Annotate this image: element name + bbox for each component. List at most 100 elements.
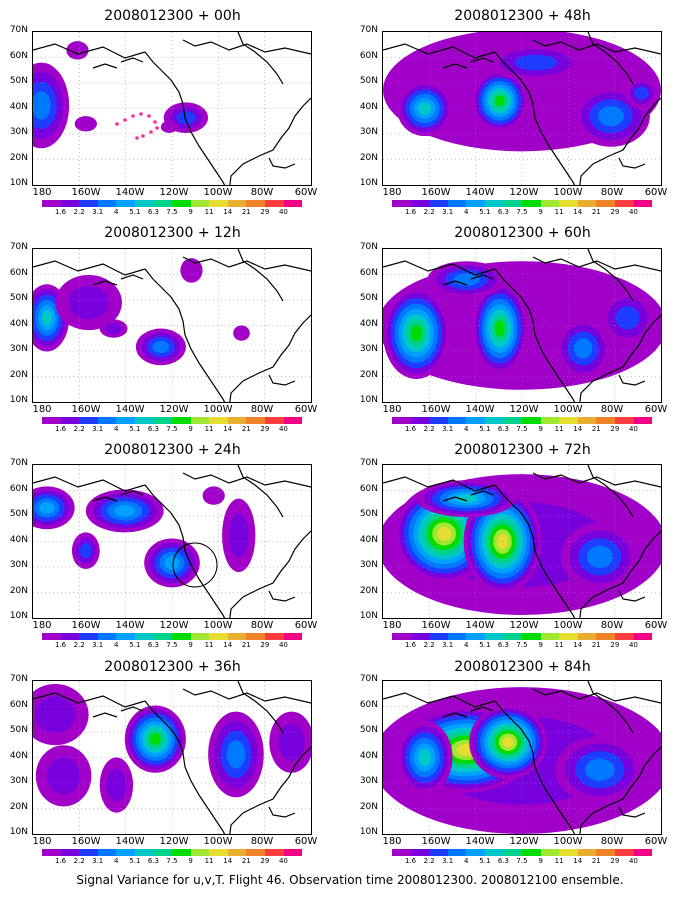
longitude-label: 180 <box>32 836 52 847</box>
flight-track-point <box>135 136 139 140</box>
colorbar-tick-label: 4 <box>464 425 469 433</box>
colorbar-tick-label: 2.2 <box>423 857 435 865</box>
colorbar-swatch <box>577 633 597 640</box>
colorbar-swatch <box>466 633 485 640</box>
colorbar-tick-label: 1.6 <box>404 208 417 216</box>
longitude-label: 180 <box>382 836 402 847</box>
longitude-label: 100W <box>203 404 233 415</box>
colorbar-swatch <box>116 849 135 856</box>
colorbar-swatch <box>522 633 541 640</box>
colorbar-tick-label: 3.1 <box>92 208 104 216</box>
colorbar-swatch <box>540 633 560 640</box>
colorbar-swatch <box>227 417 247 424</box>
colorbar-swatch <box>79 633 98 640</box>
coastline <box>532 256 661 272</box>
latitude-label: 30N <box>359 344 378 354</box>
colorbar-tick-label: 9 <box>538 857 543 865</box>
variance-contour <box>39 501 55 514</box>
coastline <box>579 746 661 834</box>
variance-contour <box>418 102 432 115</box>
colorbar-tick-label: 6.3 <box>497 208 509 216</box>
variance-contour <box>105 323 122 335</box>
colorbar-swatch <box>246 849 265 856</box>
variance-contour <box>228 513 249 558</box>
latitude-label: 20N <box>359 369 378 380</box>
coastline <box>268 374 296 386</box>
colorbar-tick-label: 14 <box>573 641 583 649</box>
colorbar-swatch <box>559 417 578 424</box>
variance-map <box>33 681 311 834</box>
colorbar-tick-label: 21 <box>241 857 251 865</box>
colorbar-tick-label: 3.1 <box>442 208 454 216</box>
coastline <box>229 530 311 618</box>
colorbar-swatch <box>209 633 228 640</box>
colorbar-tick-label: 29 <box>610 208 620 216</box>
coastline <box>494 268 576 402</box>
colorbar-swatch <box>522 417 541 424</box>
colorbar-swatch <box>540 200 560 207</box>
longitude-label: 60W <box>294 187 318 198</box>
variance-contour <box>502 736 514 748</box>
map-frame <box>382 31 662 186</box>
figure-caption: Signal Variance for u,v,T. Flight 46. Ob… <box>76 873 624 887</box>
colorbar-tick-label: 2.2 <box>423 208 435 216</box>
longitude-label: 140W <box>115 620 145 631</box>
latitude-label: 40N <box>359 101 378 112</box>
latitude-label: 40N <box>9 750 28 761</box>
variance-contour <box>494 95 505 107</box>
flight-track-point <box>131 114 135 118</box>
colorbar-tick-label: 14 <box>573 857 583 865</box>
coastline <box>618 157 646 169</box>
colorbar-tick-label: 29 <box>260 641 270 649</box>
coastline <box>442 63 468 69</box>
forecast-panel: 2008012300 + 60h 70N 60N 50N 40N 30N 20N 10N 180… <box>350 217 695 435</box>
variance-contour <box>114 505 136 517</box>
colorbar-tick-label: 21 <box>241 208 251 216</box>
colorbar-swatch <box>559 200 578 207</box>
colorbar-swatch <box>596 633 615 640</box>
panel-title: 2008012300 + 24h <box>104 442 241 458</box>
latitude-label: 60N <box>9 699 28 710</box>
coastline <box>120 490 144 496</box>
coastline <box>442 280 468 286</box>
latitude-label: 10N <box>9 611 28 621</box>
forecast-panel: 2008012300 + 12h 70N 60N 50N 40N 30N 20N 10N 180… <box>0 217 345 435</box>
colorbar-tick-label: 5.1 <box>479 857 491 865</box>
coastline <box>229 746 311 834</box>
coastline <box>33 476 146 492</box>
coastline <box>229 97 311 185</box>
colorbar-swatch <box>264 417 284 424</box>
panel-title: 2008012300 + 36h <box>104 659 241 675</box>
colorbar-tick-label: 5.1 <box>129 425 141 433</box>
colorbar-tick-label: 9 <box>188 641 193 649</box>
coastline <box>268 590 296 602</box>
coastline <box>120 57 144 63</box>
flight-track-point <box>149 130 153 134</box>
colorbar-tick-label: 1.6 <box>54 857 67 865</box>
longitude-label: 120W <box>509 187 539 198</box>
forecast-panel: 2008012300 + 36h 70N 60N 50N 40N 30N 20N 10N 180… <box>0 651 345 869</box>
colorbar-tick-label: 5.1 <box>479 641 491 649</box>
coastline <box>470 490 494 496</box>
latitude-label: 50N <box>359 76 378 86</box>
longitude-label: 80W <box>600 404 624 415</box>
colorbar-tick-label: 1.6 <box>54 208 67 216</box>
colorbar-swatch <box>190 633 210 640</box>
colorbar-swatch <box>633 417 653 424</box>
latitude-label: 20N <box>9 152 28 163</box>
colorbar-swatch <box>540 417 560 424</box>
colorbar-swatch <box>392 849 411 856</box>
variance-contour <box>496 534 509 549</box>
coastline <box>182 256 311 272</box>
flight-track-point <box>123 118 127 122</box>
colorbar-swatch <box>392 417 411 424</box>
colorbar <box>42 417 303 424</box>
variance-map <box>33 465 311 618</box>
longitude-label: 100W <box>203 620 233 631</box>
colorbar-tick-label: 21 <box>241 425 251 433</box>
longitude-label: 160W <box>421 187 451 198</box>
colorbar-swatch <box>116 633 135 640</box>
longitude-label: 120W <box>509 836 539 847</box>
coastline <box>618 374 646 386</box>
coastline <box>587 465 634 518</box>
